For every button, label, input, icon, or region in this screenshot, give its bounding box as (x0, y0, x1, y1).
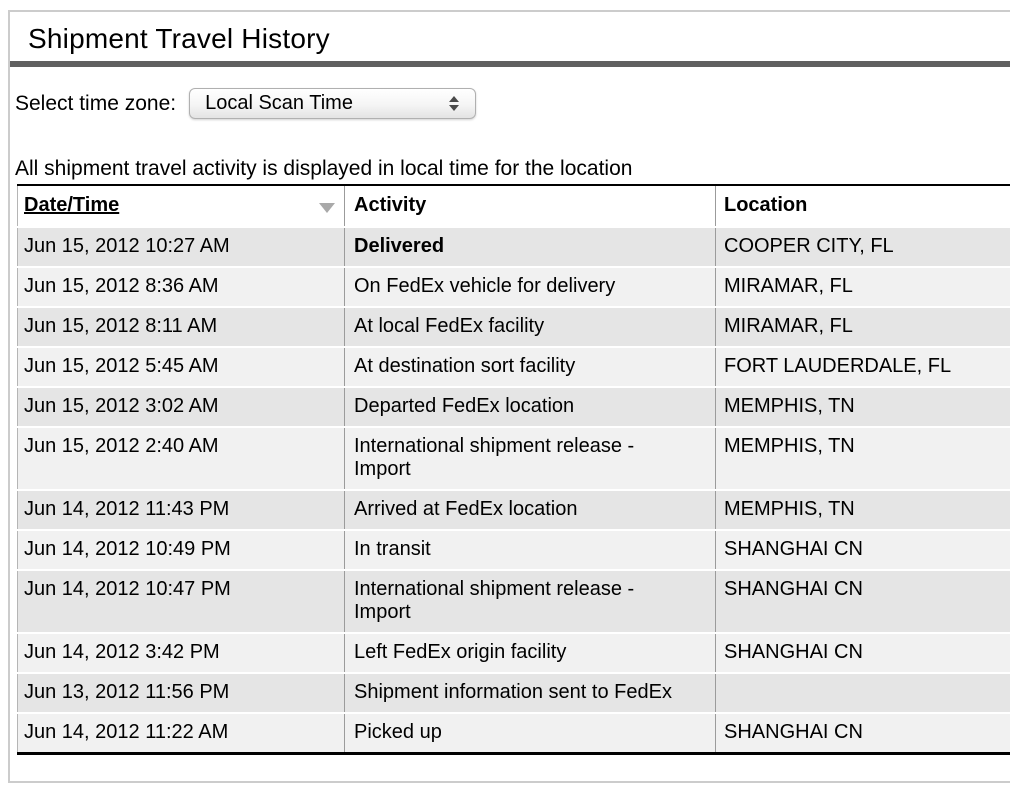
table-row: Jun 15, 2012 10:27 AM Delivered COOPER CIT… (17, 227, 1010, 268)
cell-location: COOPER CITY, FL (715, 227, 1010, 268)
table-row: Jun 15, 2012 3:02 AM Departed FedEx locat… (17, 387, 1010, 428)
table-row: Jun 13, 2012 11:56 PM Shipment informatio… (17, 673, 1010, 714)
travel-history-table: Date/Time Activity Location Jun 15, 2012… (17, 184, 1010, 755)
arrow-down-icon (449, 105, 460, 111)
title-divider (10, 61, 1010, 67)
cell-datetime: Jun 14, 2012 11:43 PM (17, 490, 345, 531)
timezone-selected-value: Local Scan Time (205, 92, 353, 114)
cell-location: MEMPHIS, TN (715, 387, 1010, 428)
table-row: Jun 15, 2012 8:36 AM On FedEx vehicle for… (17, 267, 1010, 308)
cell-datetime: Jun 14, 2012 11:22 AM (17, 713, 345, 755)
table-row: Jun 14, 2012 11:43 PM Arrived at FedEx lo… (17, 490, 1010, 531)
cell-datetime: Jun 15, 2012 8:11 AM (17, 307, 345, 348)
cell-datetime: Jun 15, 2012 8:36 AM (17, 267, 345, 308)
table-row: Jun 14, 2012 11:22 AM Picked up SHANGHAI C… (17, 713, 1010, 755)
cell-activity: In transit (344, 530, 716, 571)
table-row: Jun 15, 2012 5:45 AM At destination sort … (17, 347, 1010, 388)
cell-location: FORT LAUDERDALE, FL (715, 347, 1010, 388)
cell-datetime: Jun 15, 2012 5:45 AM (17, 347, 345, 388)
cell-activity: Delivered (344, 227, 716, 268)
table-row: Jun 14, 2012 10:47 PM International shipm… (17, 570, 1010, 634)
table-row: Jun 14, 2012 10:49 PM In transit SHANGHAI … (17, 530, 1010, 571)
cell-activity: Left FedEx origin facility (344, 633, 716, 674)
timezone-select[interactable]: Local Scan Time (189, 88, 477, 119)
sort-descending-icon (319, 202, 335, 213)
cell-activity: International shipment release - Import (344, 570, 716, 634)
timezone-label: Select time zone: (15, 91, 177, 115)
cell-activity: Departed FedEx location (344, 387, 716, 428)
page-container: Shipment Travel History Select time zone… (8, 10, 1010, 783)
cell-location: SHANGHAI CN (715, 713, 1010, 755)
note-text: All shipment travel activity is displaye… (15, 157, 633, 180)
cell-activity: Picked up (344, 713, 716, 755)
cell-location (715, 673, 1010, 714)
cell-activity: On FedEx vehicle for delivery (344, 267, 716, 308)
table-row: Jun 14, 2012 3:42 PM Left FedEx origin fa… (17, 633, 1010, 674)
column-header-datetime[interactable]: Date/Time (17, 185, 345, 228)
cell-location: MIRAMAR, FL (715, 307, 1010, 348)
up-down-arrows-icon (449, 96, 460, 111)
cell-datetime: Jun 14, 2012 10:47 PM (17, 570, 345, 634)
cell-datetime: Jun 15, 2012 2:40 AM (17, 427, 345, 491)
cell-datetime: Jun 14, 2012 3:42 PM (17, 633, 345, 674)
table-row: Jun 15, 2012 2:40 AM International shipme… (17, 427, 1010, 491)
page-title: Shipment Travel History (28, 23, 330, 54)
table-row: Jun 15, 2012 8:11 AM At local FedEx facil… (17, 307, 1010, 348)
cell-location: MIRAMAR, FL (715, 267, 1010, 308)
table-header-row: Date/Time Activity Location (17, 185, 1010, 228)
timezone-row: Select time zone: Local Scan Time (15, 88, 1010, 119)
cell-location: SHANGHAI CN (715, 530, 1010, 571)
cell-location: SHANGHAI CN (715, 570, 1010, 634)
cell-datetime: Jun 15, 2012 3:02 AM (17, 387, 345, 428)
cell-location: SHANGHAI CN (715, 633, 1010, 674)
cell-datetime: Jun 14, 2012 10:49 PM (17, 530, 345, 571)
arrow-up-icon (449, 96, 460, 102)
cell-activity: International shipment release - Import (344, 427, 716, 491)
cell-location: MEMPHIS, TN (715, 490, 1010, 531)
datetime-sort-link[interactable]: Date/Time (24, 194, 120, 216)
cell-datetime: Jun 15, 2012 10:27 AM (17, 227, 345, 268)
cell-activity: At destination sort facility (344, 347, 716, 388)
cell-activity: Shipment information sent to FedEx (344, 673, 716, 714)
cell-location: MEMPHIS, TN (715, 427, 1010, 491)
column-header-location: Location (715, 185, 1010, 228)
cell-activity: At local FedEx facility (344, 307, 716, 348)
column-header-activity: Activity (344, 185, 716, 228)
cell-datetime: Jun 13, 2012 11:56 PM (17, 673, 345, 714)
cell-activity: Arrived at FedEx location (344, 490, 716, 531)
